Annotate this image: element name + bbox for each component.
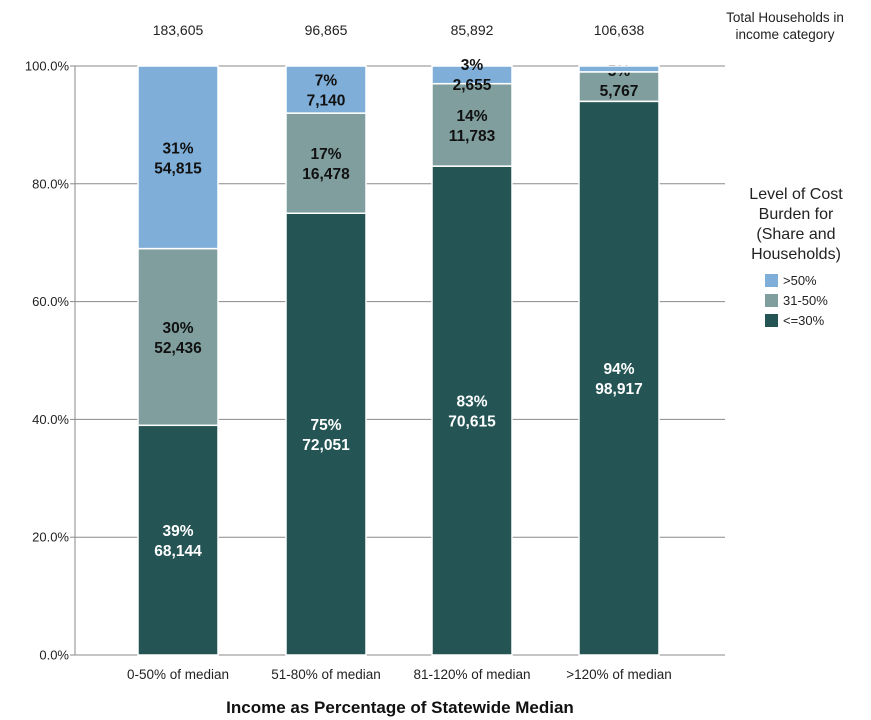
bar-segment xyxy=(285,212,367,656)
legend-entry: >50% xyxy=(765,273,817,288)
data-label-share: 30% xyxy=(162,320,193,337)
data-label-share: 31% xyxy=(162,140,193,157)
data-label-households: 52,436 xyxy=(154,340,202,357)
category-total: 106,638 xyxy=(594,22,645,38)
y-tick-label: 100.0% xyxy=(25,59,70,74)
y-axis-ticks: 0.0% 20.0% 40.0% 60.0% 80.0% 100.0% xyxy=(25,59,70,663)
legend-swatch xyxy=(765,314,778,327)
data-label-share: 94% xyxy=(603,361,634,378)
x-category-label: 0-50% of median xyxy=(127,667,229,682)
bar-segment xyxy=(137,424,219,656)
bar-segment xyxy=(578,100,660,656)
bar-segment xyxy=(285,112,367,214)
bar-segment xyxy=(137,65,219,250)
data-label-households: 2,655 xyxy=(453,77,492,94)
data-label-households: 72,051 xyxy=(302,437,350,454)
category-total: 85,892 xyxy=(451,22,494,38)
bars: 39% 68,144 30% 52,436 31% 54,815 75% 72,051 17% 1… xyxy=(137,57,660,656)
y-tick-label: 40.0% xyxy=(32,412,69,427)
legend-title-line: Households) xyxy=(751,246,841,263)
bar-stack: 39% 68,144 30% 52,436 31% 54,815 xyxy=(137,65,219,656)
legend-swatch xyxy=(765,274,778,287)
category-total: 96,865 xyxy=(305,22,348,38)
legend-label: 31-50% xyxy=(783,293,828,308)
legend-swatch xyxy=(765,294,778,307)
x-axis-categories: 0-50% of median 51-80% of median 81-120% o… xyxy=(127,667,672,682)
bar-segment xyxy=(431,82,513,167)
data-label-households: 16,478 xyxy=(302,166,350,183)
data-label-share: 83% xyxy=(456,394,487,411)
y-tick-label: 20.0% xyxy=(32,530,69,545)
data-label-households: 68,144 xyxy=(154,543,202,560)
bar-segment xyxy=(431,165,513,656)
x-axis-title: Income as Percentage of Statewide Median xyxy=(226,698,574,717)
legend-title-line: Burden for xyxy=(759,206,834,223)
data-label-share: 7% xyxy=(315,73,338,90)
legend-title-line: (Share and xyxy=(756,226,835,243)
bar-stack: 75% 72,051 17% 16,478 7% 7,140 xyxy=(285,65,367,656)
data-label-households: 98,917 xyxy=(595,381,642,398)
data-label-households: 7,140 xyxy=(307,93,346,110)
data-label-share: 75% xyxy=(310,417,341,434)
data-label-households: 70,615 xyxy=(448,414,496,431)
bar-segment xyxy=(578,65,660,73)
bar-segment xyxy=(137,247,219,427)
totals-label: Total Households in income category xyxy=(726,10,844,42)
data-label-share: 14% xyxy=(456,108,487,125)
legend-label: >50% xyxy=(783,273,817,288)
legend-title-line: Level of Cost xyxy=(749,186,843,203)
x-category-label: 51-80% of median xyxy=(271,667,381,682)
legend-entry: <=30% xyxy=(765,313,825,328)
data-label-households: 54,815 xyxy=(154,160,202,177)
y-tick-label: 80.0% xyxy=(32,176,69,191)
legend: Level of Cost Burden for (Share and Househo… xyxy=(749,186,843,328)
bar-stack: 83% 70,615 14% 11,783 3% 2,655 xyxy=(431,57,513,656)
bar-segment xyxy=(431,65,513,85)
x-category-label: >120% of median xyxy=(566,667,671,682)
y-tick-label: 0.0% xyxy=(39,648,69,663)
totals-label-line: income category xyxy=(735,27,834,42)
data-label-share: 39% xyxy=(162,523,193,540)
totals-label-line: Total Households in xyxy=(726,10,844,25)
category-total: 183,605 xyxy=(153,22,204,38)
x-category-label: 81-120% of median xyxy=(413,667,530,682)
data-label-households: 11,783 xyxy=(449,128,496,145)
legend-entry: 31-50% xyxy=(765,293,828,308)
y-tick-label: 60.0% xyxy=(32,294,69,309)
category-totals: 183,605 96,865 85,892 106,638 xyxy=(153,22,645,38)
bar-segment xyxy=(285,65,367,114)
bar-segment xyxy=(578,71,660,103)
data-label-households: 5,767 xyxy=(600,83,639,100)
data-label-share: 17% xyxy=(310,146,341,163)
legend-label: <=30% xyxy=(783,313,825,328)
data-label-share: 3% xyxy=(461,57,484,74)
